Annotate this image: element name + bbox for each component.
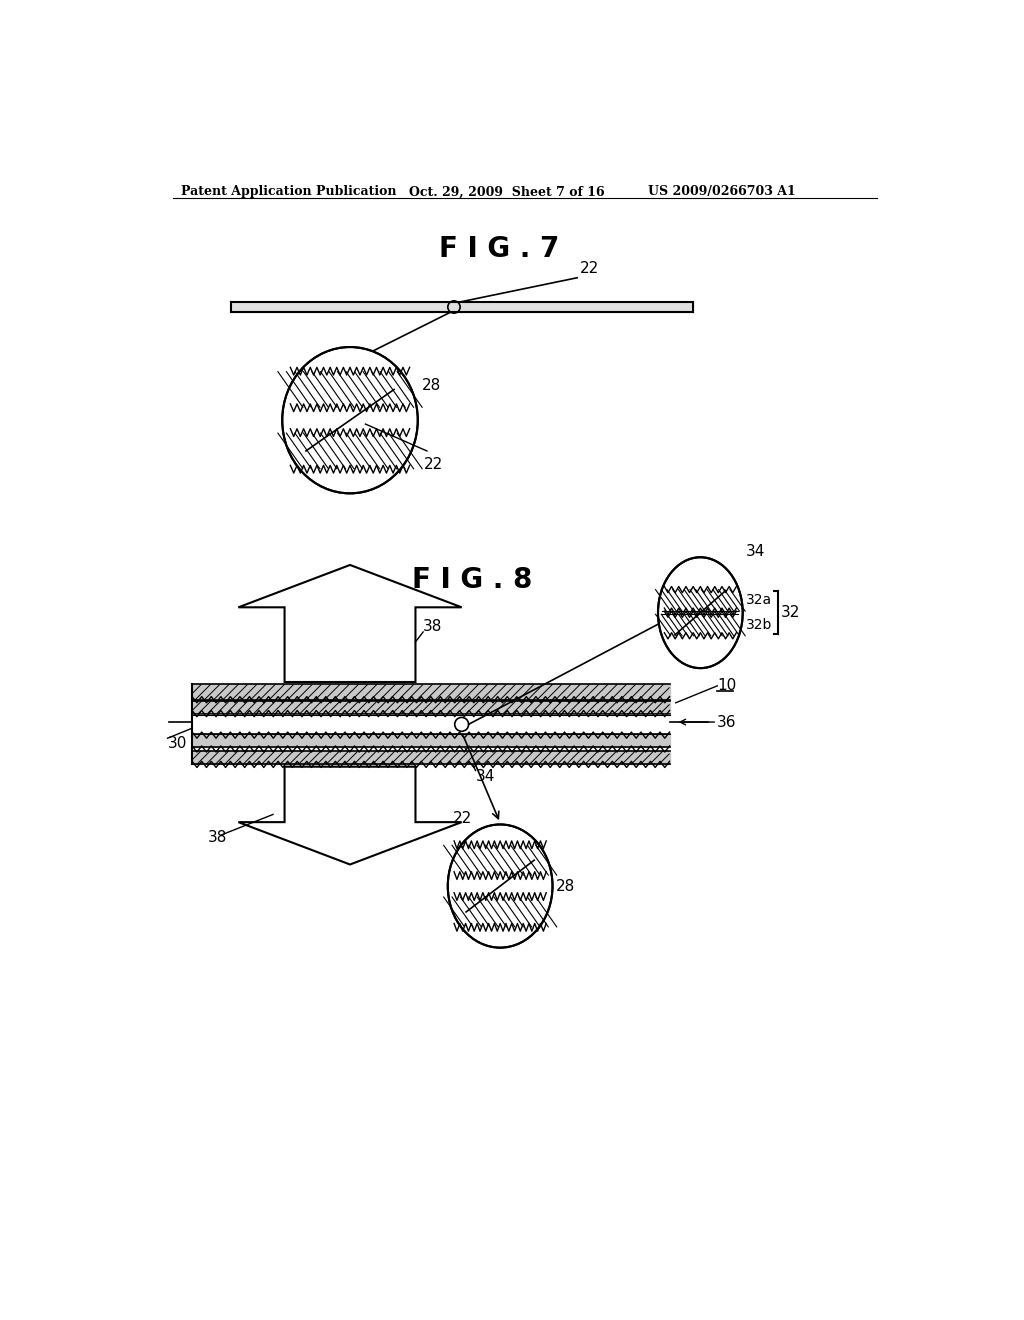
Text: Patent Application Publication: Patent Application Publication <box>180 185 396 198</box>
Text: 36: 36 <box>717 714 737 730</box>
Text: 28: 28 <box>422 378 441 392</box>
Text: F I G . 8: F I G . 8 <box>412 566 532 594</box>
Text: 34: 34 <box>745 544 765 558</box>
Text: 34: 34 <box>475 770 495 784</box>
Text: Oct. 29, 2009  Sheet 7 of 16: Oct. 29, 2009 Sheet 7 of 16 <box>410 185 605 198</box>
Ellipse shape <box>658 557 742 668</box>
Text: 30: 30 <box>168 737 187 751</box>
Text: 22: 22 <box>580 261 599 276</box>
Text: 22: 22 <box>453 810 472 826</box>
Text: 32a: 32a <box>745 594 772 607</box>
Text: 32: 32 <box>781 605 801 620</box>
Ellipse shape <box>447 825 553 948</box>
Text: F I G . 7: F I G . 7 <box>438 235 559 264</box>
Text: 22: 22 <box>424 457 443 473</box>
Text: 32b: 32b <box>745 618 772 632</box>
Ellipse shape <box>283 347 418 494</box>
Text: 38: 38 <box>423 619 442 634</box>
Text: 38: 38 <box>208 830 227 845</box>
Text: 28: 28 <box>556 879 574 894</box>
Text: US 2009/0266703 A1: US 2009/0266703 A1 <box>648 185 796 198</box>
Text: 10: 10 <box>717 678 736 693</box>
